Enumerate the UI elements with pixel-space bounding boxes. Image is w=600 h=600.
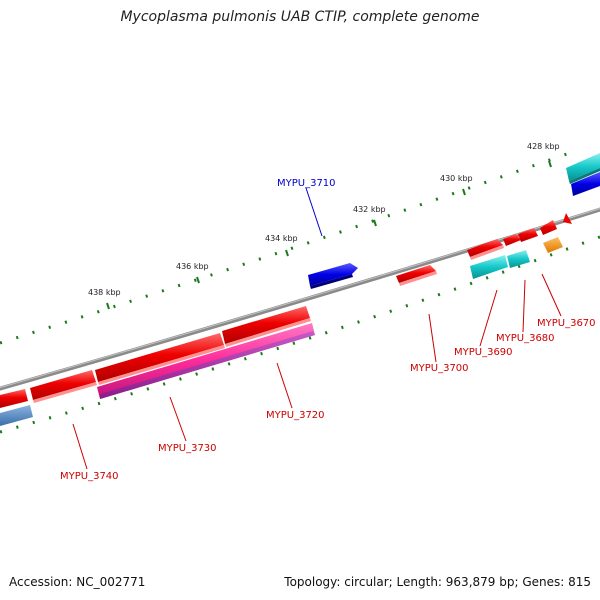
accession-text: Accession: NC_002771 xyxy=(9,575,146,589)
gene-feature-mypu-3710[interactable] xyxy=(308,263,358,289)
gene-feature-mypu-3730-upper[interactable] xyxy=(95,333,225,385)
gene-feature-mypu-3680-red[interactable] xyxy=(503,228,538,246)
gene-feature-left-steel[interactable] xyxy=(0,405,33,426)
scale-label-438: 438 kbp xyxy=(88,288,121,297)
gene-feature-mypu-3690-red[interactable] xyxy=(467,239,504,260)
gene-feature-mypu-3670-red[interactable] xyxy=(540,213,572,235)
gene-label-mypu-3740: MYPU_3740 xyxy=(60,471,119,482)
gene-label-mypu-3730: MYPU_3730 xyxy=(158,443,217,454)
gene-label-mypu-3720: MYPU_3720 xyxy=(266,410,325,421)
scale-label-436: 436 kbp xyxy=(176,262,209,271)
gene-feature-top-cyan[interactable] xyxy=(566,153,600,184)
gene-feature-left-red[interactable] xyxy=(0,389,28,408)
gene-feature-orange[interactable] xyxy=(543,237,563,253)
gene-feature-mypu-3720[interactable] xyxy=(222,306,311,347)
gene-feature-mypu-3700[interactable] xyxy=(396,265,437,286)
scale-label-430: 430 kbp xyxy=(440,174,473,183)
genome-summary-text: Topology: circular; Length: 963,879 bp; … xyxy=(284,575,591,589)
scale-label-434: 434 kbp xyxy=(265,234,298,243)
gene-feature-mypu-3690[interactable] xyxy=(470,250,530,279)
gene-feature-top-blue[interactable] xyxy=(571,172,600,196)
gene-label-mypu-3700: MYPU_3700 xyxy=(410,363,469,374)
scale-label-428: 428 kbp xyxy=(527,142,560,151)
gene-label-mypu-3710: MYPU_3710 xyxy=(277,178,336,189)
scale-label-432: 432 kbp xyxy=(353,205,386,214)
gene-label-mypu-3690: MYPU_3690 xyxy=(454,347,513,358)
map-title: Mycoplasma pulmonis UAB CTIP, complete g… xyxy=(120,9,480,25)
gene-label-mypu-3680: MYPU_3680 xyxy=(496,333,555,344)
outer-tick-track xyxy=(0,148,579,345)
gene-feature-mypu-3740[interactable] xyxy=(30,370,97,403)
gene-feature-mypu-3730[interactable] xyxy=(97,323,315,399)
gene-label-mypu-3670: MYPU_3670 xyxy=(537,318,596,329)
genome-backbone xyxy=(0,207,600,391)
